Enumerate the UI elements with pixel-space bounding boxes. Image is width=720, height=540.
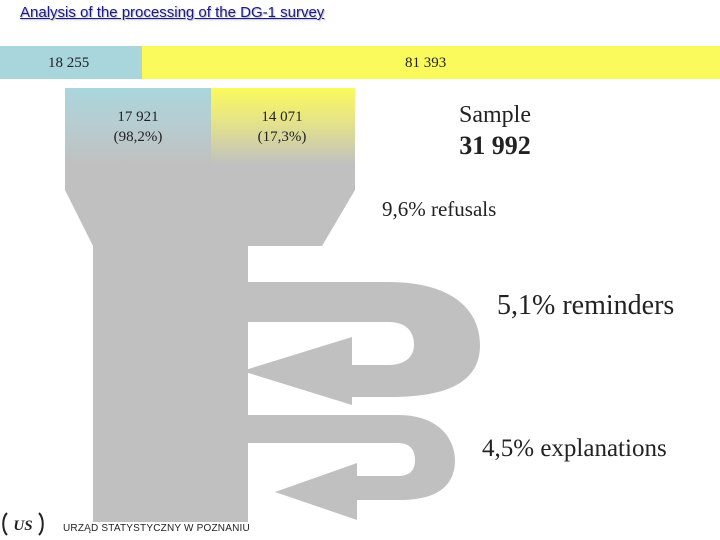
sample-label: Sample — [459, 102, 531, 128]
funnel — [65, 190, 355, 246]
right-column-percent: (17,3%) — [257, 129, 307, 145]
sample-block: Sample 31 992 — [445, 100, 545, 162]
explanations-label: 4,5% explanations — [482, 435, 667, 462]
right-column-value: 14 071 — [261, 109, 303, 125]
left-column — [65, 88, 211, 190]
top-bar-left-segment — [0, 46, 142, 79]
explanations-loop — [248, 415, 455, 500]
top-bar-right-segment — [142, 46, 720, 79]
svg-text:US: US — [13, 518, 32, 534]
top-bar-left-value: 18 255 — [48, 55, 90, 71]
right-column — [211, 88, 355, 190]
main-stem — [93, 245, 248, 522]
explanations-arrowhead — [275, 463, 357, 520]
top-bar-right-value: 81 393 — [405, 55, 447, 71]
sample-value: 31 992 — [459, 131, 531, 160]
reminders-label: 5,1% reminders — [497, 290, 675, 321]
left-column-percent: (98,2%) — [113, 129, 163, 145]
footer-institution: URZĄD STATYSTYCZNY W POZNANIU — [63, 523, 250, 534]
refusals-label: 9,6% refusals — [382, 197, 497, 221]
reminders-arrowhead — [242, 337, 352, 405]
reminders-loop — [248, 282, 480, 397]
page-title: Analysis of the processing of the DG-1 s… — [20, 4, 325, 21]
office-logo: US — [2, 512, 44, 536]
left-column-value: 17 921 — [117, 109, 159, 125]
